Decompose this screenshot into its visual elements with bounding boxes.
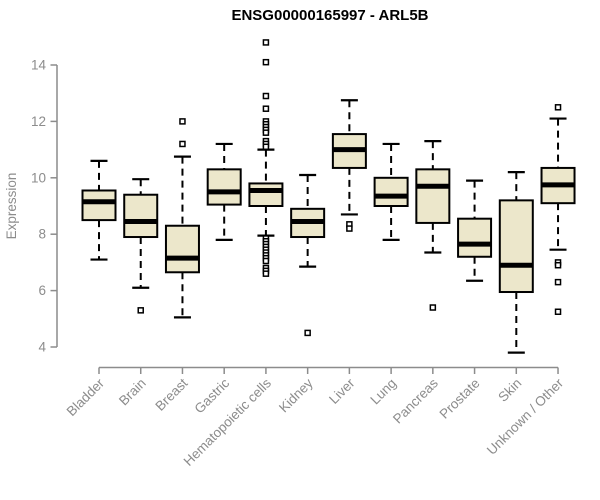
- outlier-point: [262, 39, 270, 46]
- box-breast: [164, 118, 200, 319]
- x-category-label: Lung: [367, 376, 399, 408]
- outlier-point: [262, 105, 270, 112]
- outlier-point: [262, 129, 270, 136]
- x-category-label: Bladder: [64, 375, 108, 419]
- outlier-point: [554, 261, 562, 269]
- x-category-label: Gastric: [191, 375, 232, 416]
- box-prostate: [457, 179, 493, 282]
- iqr-box: [206, 168, 242, 206]
- outlier-point: [262, 92, 270, 100]
- x-category-label: Kidney: [276, 375, 316, 415]
- outlier-point: [429, 304, 437, 311]
- iqr-box: [248, 182, 284, 208]
- x-category-label: Breast: [152, 375, 190, 413]
- y-tick-label: 10: [31, 170, 46, 185]
- iqr-box: [81, 189, 117, 222]
- outlier-point: [179, 118, 186, 125]
- outlier-point: [137, 307, 144, 314]
- box-unknown-other: [540, 104, 576, 315]
- x-category-label: Prostate: [437, 376, 483, 422]
- outlier-point: [262, 143, 270, 151]
- box-liver: [331, 99, 367, 232]
- box-skin: [498, 171, 534, 354]
- box-pancreas: [415, 140, 451, 311]
- x-category-label: Liver: [326, 375, 358, 407]
- iqr-box: [373, 176, 409, 208]
- x-category-label: Brain: [116, 376, 149, 409]
- box-brain: [123, 178, 159, 314]
- outlier-point: [262, 270, 270, 277]
- outlier-point: [304, 329, 311, 337]
- iqr-box: [498, 199, 534, 294]
- y-tick-label: 4: [38, 340, 46, 355]
- y-tick-label: 8: [38, 227, 46, 242]
- y-axis-label: Expression: [4, 173, 19, 240]
- iqr-box: [457, 217, 493, 258]
- iqr-box: [415, 168, 451, 224]
- y-tick-label: 6: [38, 283, 46, 298]
- box-bladder: [81, 159, 117, 261]
- outlier-point: [554, 104, 562, 111]
- chart-title: ENSG00000165997 - ARL5B: [231, 7, 428, 24]
- iqr-box: [164, 224, 200, 274]
- outlier-point: [554, 308, 562, 315]
- outlier-point: [262, 58, 270, 66]
- outlier-point: [262, 257, 270, 265]
- outlier-point: [346, 225, 353, 232]
- box-kidney: [290, 173, 326, 337]
- box-gastric: [206, 142, 242, 241]
- x-category-label: Unknown / Other: [484, 375, 567, 458]
- outlier-point: [554, 278, 562, 286]
- y-tick-label: 12: [31, 114, 46, 129]
- y-tick-label: 14: [31, 58, 47, 73]
- outlier-point: [179, 140, 186, 148]
- x-category-label: Skin: [495, 376, 524, 405]
- box-hematopoietic-cells: [248, 39, 284, 277]
- box-lung: [373, 142, 409, 241]
- x-category-label: Pancreas: [390, 375, 441, 426]
- iqr-box: [123, 193, 159, 239]
